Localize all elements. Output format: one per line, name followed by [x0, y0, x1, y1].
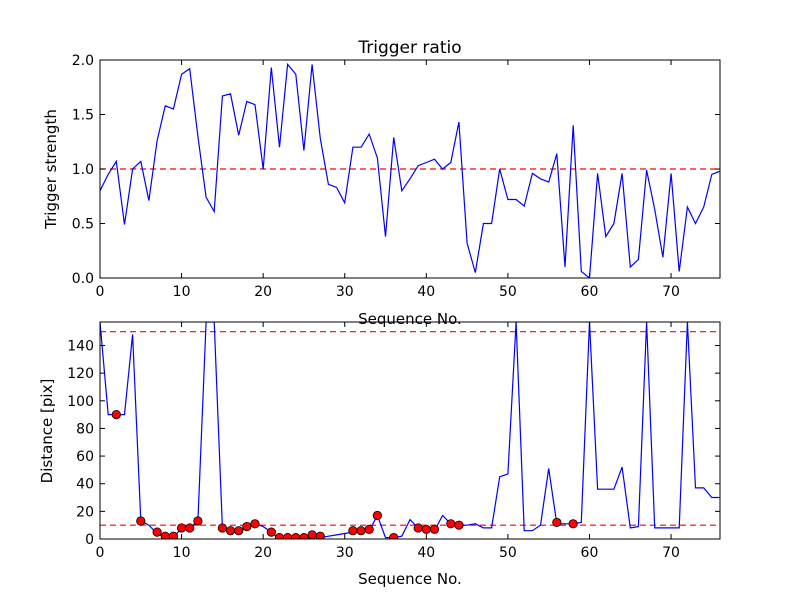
data-point-marker: [225, 526, 236, 536]
y-tick-label: 0: [85, 532, 94, 548]
x-tick-label: 40: [417, 284, 435, 300]
data-point-marker: [299, 533, 309, 539]
data-point-marker: [111, 410, 121, 420]
data-point-marker: [176, 523, 187, 533]
x-tick-label: 70: [662, 545, 680, 561]
y-tick-label: 140: [67, 338, 94, 354]
data-point-marker: [152, 527, 162, 537]
data-point-marker: [250, 519, 260, 529]
data-point-marker: [307, 530, 317, 539]
data-point-marker: [168, 531, 179, 539]
plot-area: [100, 322, 720, 539]
data-point-marker: [429, 524, 440, 534]
x-tick-label: 20: [254, 545, 272, 561]
data-point-marker: [242, 521, 252, 532]
chart-title: Trigger ratio: [357, 38, 461, 58]
data-point-marker: [315, 531, 325, 539]
series-line: [100, 62, 720, 278]
x-tick-label: 40: [417, 545, 435, 561]
data-point-marker: [372, 510, 382, 521]
axes-frame: [99, 321, 721, 540]
data-point-marker: [356, 526, 366, 536]
distance-panel: 0 10 20 30 40 50 60 70 0 20 40 60 80 100 120 140 Distanc…: [38, 321, 721, 588]
x-axis-label: Sequence No.: [358, 310, 462, 328]
y-tick-label: 0.5: [72, 217, 94, 233]
data-point-marker: [193, 516, 203, 526]
y-tick-label: 40: [76, 477, 94, 493]
x-axis-label: Sequence No.: [358, 570, 462, 588]
data-point-marker: [234, 526, 244, 536]
data-point-marker: [446, 519, 456, 529]
x-tick-label: 70: [662, 284, 680, 300]
data-point-marker: [185, 523, 195, 533]
data-point-marker: [568, 519, 578, 529]
y-tick-label: 60: [76, 449, 94, 465]
data-point-marker: [136, 516, 146, 526]
data-point-marker: [421, 524, 431, 534]
x-tick-label: 50: [499, 545, 517, 561]
x-tick-label: 10: [173, 284, 191, 300]
y-tick-label: 20: [76, 504, 94, 520]
x-tick-label: 50: [499, 284, 517, 300]
y-tick-label: 2.0: [72, 53, 94, 69]
x-tick-label: 20: [254, 284, 272, 300]
data-point-marker: [552, 517, 562, 528]
data-point-marker: [389, 533, 399, 539]
data-point-marker: [348, 526, 358, 536]
y-tick-label: 0.0: [72, 271, 94, 287]
plot-area: [100, 62, 720, 278]
data-point-marker: [217, 523, 227, 533]
x-tick-label: 30: [336, 545, 354, 561]
series-line: [100, 322, 720, 539]
y-tick-label: 100: [67, 394, 94, 410]
y-tick-label: 1.5: [72, 108, 94, 124]
y-tick-label: 80: [76, 421, 94, 437]
data-point-marker: [266, 527, 276, 537]
x-tick-label: 0: [96, 284, 105, 300]
y-axis-label: Trigger strength: [42, 109, 60, 230]
y-axis-label: Distance [pix]: [38, 379, 56, 484]
data-point-marker: [413, 523, 423, 533]
x-tick-label: 0: [96, 545, 105, 561]
y-tick-label: 1.0: [72, 162, 94, 178]
x-tick-label: 10: [173, 545, 191, 561]
trigger-ratio-panel: 0 10 20 30 40 50 60 70 0.0 0.5 1.0 1.5 2.0 Trigger ra…: [42, 38, 721, 328]
x-tick-label: 60: [581, 545, 599, 561]
data-point-marker: [454, 520, 464, 530]
data-point-marker: [364, 524, 374, 534]
y-tick-label: 120: [67, 366, 94, 382]
x-tick-label: 30: [336, 284, 354, 300]
x-tick-label: 60: [581, 284, 599, 300]
